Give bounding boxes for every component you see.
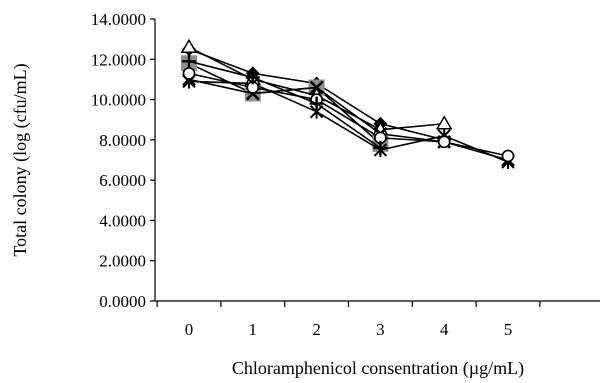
x-tick-label: 1 (249, 320, 258, 339)
series-layer (180, 38, 515, 170)
x-tick-label: 2 (312, 320, 321, 339)
marker-circle (501, 149, 515, 163)
axes: 0.0000 2.0000 4.0000 6.0000 8.0000 10.0000 12.… (91, 10, 600, 339)
x-tick-label: 3 (376, 320, 385, 339)
x-tick-label: 0 (185, 320, 194, 339)
y-tick-label: 14.0000 (91, 10, 146, 29)
marker-plus (309, 96, 324, 111)
y-tick-label: 10.0000 (91, 91, 146, 110)
series-line (188, 72, 509, 157)
x-tick-label: 5 (504, 320, 513, 339)
series-square (181, 55, 389, 152)
marker-plus (182, 54, 196, 69)
marker-triangle (435, 115, 453, 130)
x-axis-title: Chloramphenicol consentration (µg/mL) (232, 358, 524, 379)
marker-x (309, 80, 324, 95)
y-tick-label: 2.0000 (99, 252, 146, 271)
y-tick-label: 4.0000 (99, 211, 146, 230)
series-line (188, 60, 381, 149)
series-plus (182, 54, 388, 155)
y-axis-title: Total colony (log (cfu/mL) (10, 63, 31, 256)
y-tick-label: 6.0000 (99, 171, 146, 190)
series-x (182, 72, 515, 167)
marker-plus (373, 140, 388, 155)
series-line (188, 80, 509, 163)
marker-triangle (180, 38, 198, 53)
series-line (188, 78, 509, 161)
y-tick-label: 12.0000 (91, 50, 146, 69)
y-tick-label: 0.0000 (99, 292, 146, 311)
marker-plus (245, 70, 260, 85)
marker-circle (182, 67, 196, 80)
y-tick-label: 8.0000 (99, 131, 146, 150)
x-tick-label: 4 (440, 320, 449, 339)
marker-circle (437, 135, 451, 149)
